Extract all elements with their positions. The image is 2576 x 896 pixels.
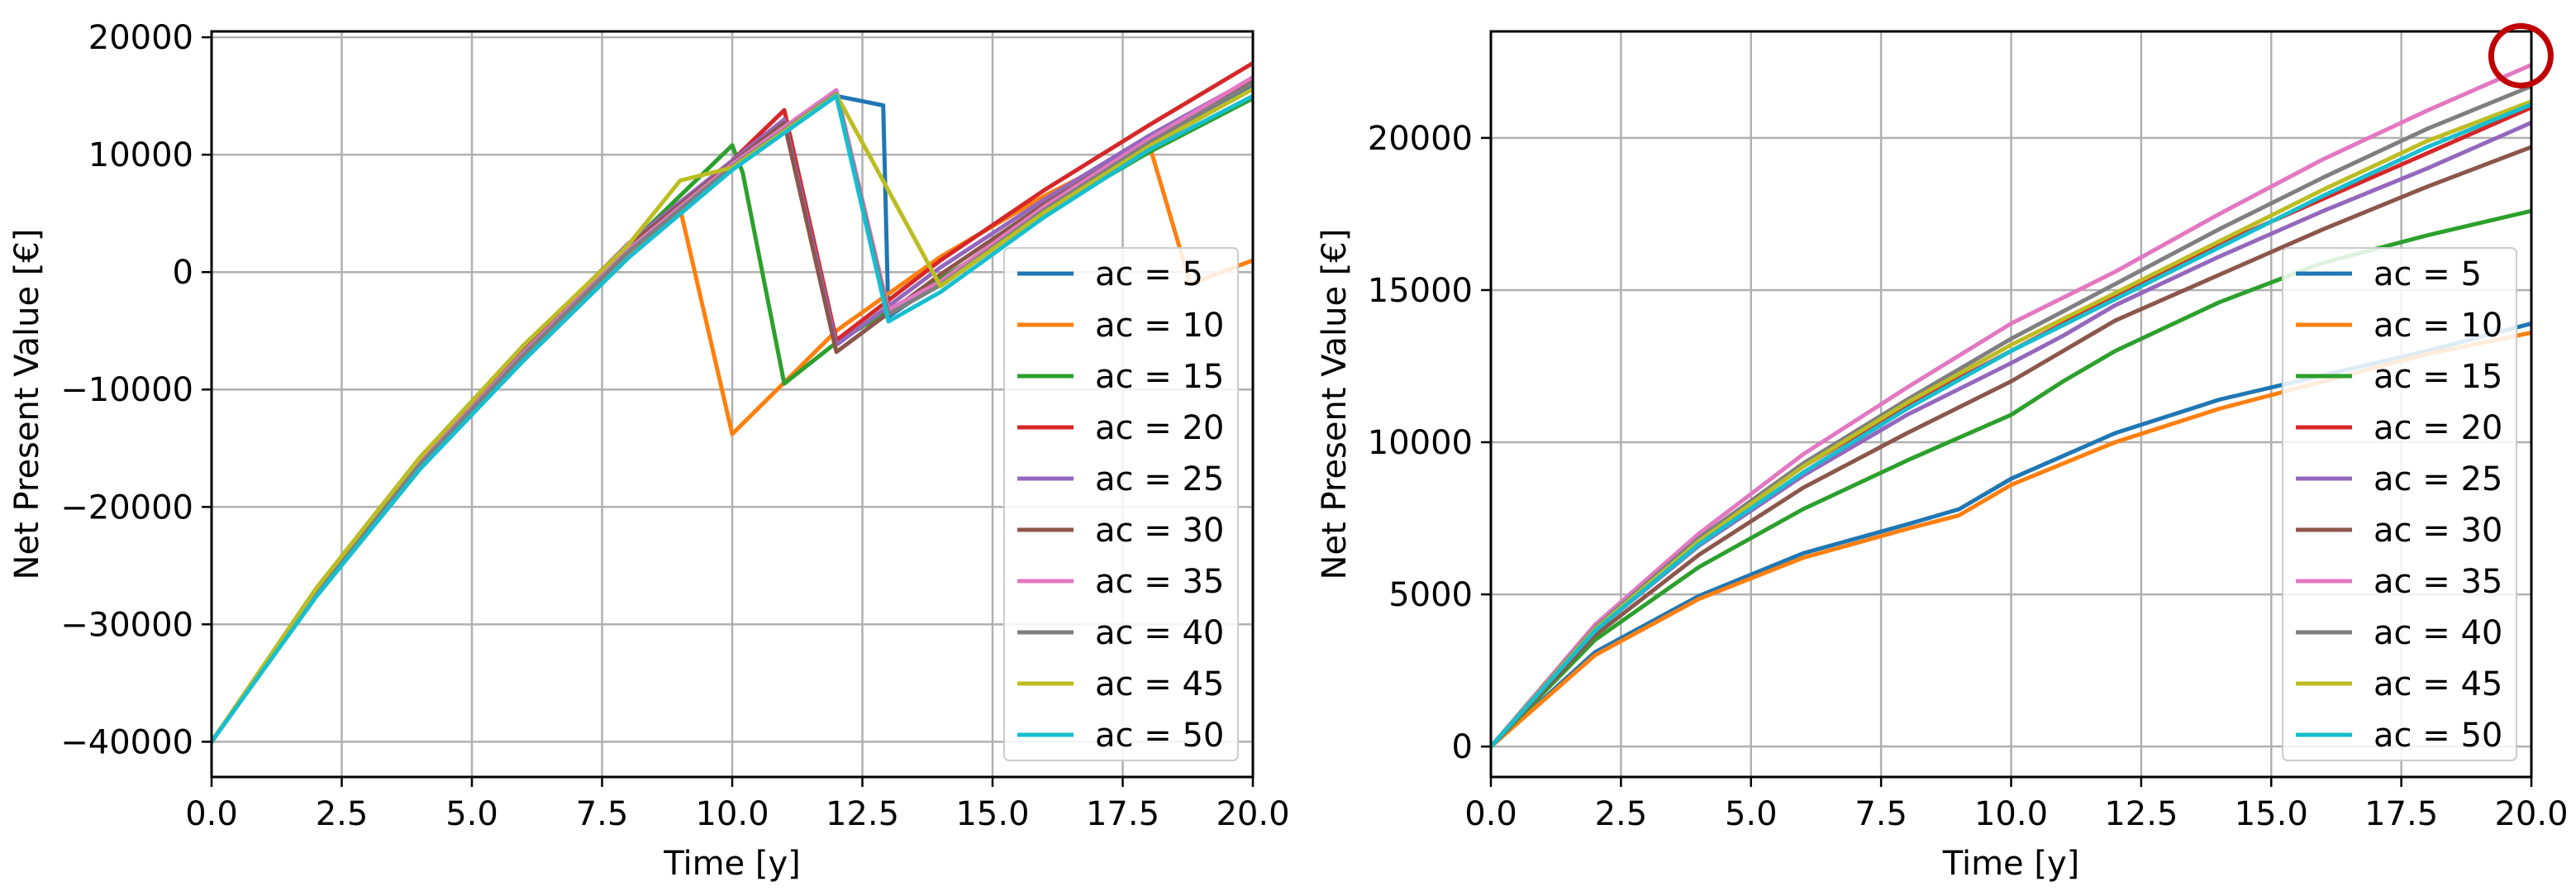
x-tick-label: 5.0 (1725, 795, 1778, 833)
highlight-circle (2488, 22, 2554, 88)
y-tick-label: −30000 (60, 606, 193, 644)
series-line-30 (1491, 145, 2531, 749)
y-axis-title: Net Present Value [€] (8, 229, 46, 580)
y-tick-label: −40000 (60, 723, 193, 761)
y-tick-label: 5000 (1388, 576, 1473, 614)
series-line-45 (212, 87, 1253, 744)
y-tick-label: 10000 (88, 136, 193, 174)
legend-label: ac = 5 (1095, 255, 1203, 293)
y-tick-label: −10000 (60, 371, 193, 409)
x-tick-label: 20.0 (2494, 795, 2568, 833)
x-tick-label: 10.0 (695, 795, 769, 833)
legend: ac = 5 ac = 10 ac = 15 ac = 20 ac = 25 ac = 3… (2282, 247, 2517, 761)
x-tick-label: 2.5 (316, 795, 369, 833)
legend-label: ac = 25 (1095, 460, 1224, 498)
x-tick-label: 12.5 (826, 795, 899, 833)
x-tick-label: 15.0 (955, 795, 1029, 833)
legend-label: ac = 35 (2374, 563, 2502, 601)
y-tick-label: 20000 (88, 19, 193, 57)
x-tick-label: 12.5 (2104, 795, 2178, 833)
series-group (212, 60, 1253, 744)
x-tick-label: 0.0 (1464, 795, 1517, 833)
y-axis-title: Net Present Value [€] (1316, 229, 1354, 580)
legend-label: ac = 20 (2374, 409, 2502, 447)
chart-right-net-present-value: 0.0 2.5 5.0 7.5 10.0 12.5 15.0 17.5 20.0 0 5000 100… (1316, 22, 2569, 883)
x-tick-label: 20.0 (1216, 795, 1289, 833)
legend-label: ac = 45 (2374, 665, 2502, 703)
legend-label: ac = 30 (2374, 512, 2502, 550)
legend-label: ac = 35 (1095, 563, 1224, 601)
y-tick-label: 20000 (1368, 120, 1473, 158)
x-tick-label: 10.0 (1974, 795, 2048, 833)
legend-label: ac = 20 (1095, 409, 1224, 447)
x-tick-label: 2.5 (1595, 795, 1648, 833)
x-tick-label: 5.0 (445, 795, 498, 833)
y-tick-label: −20000 (60, 489, 193, 527)
y-tick-label: 15000 (1368, 272, 1473, 310)
series-line-50 (212, 93, 1253, 744)
chart-left-net-present-value: 0.0 2.5 5.0 7.5 10.0 12.5 15.0 17.5 20.0 −40000 −3… (8, 19, 1290, 883)
legend-label: ac = 50 (1095, 717, 1224, 755)
x-tick-label: 0.0 (185, 795, 238, 833)
legend: ac = 5 ac = 10 ac = 15 ac = 20 ac = 25 ac = 3… (1003, 247, 1239, 761)
x-tick-label: 7.5 (576, 795, 629, 833)
legend-label: ac = 45 (1095, 665, 1224, 703)
legend-label: ac = 40 (2374, 614, 2502, 652)
legend-label: ac = 25 (2374, 460, 2502, 498)
legend-label: ac = 10 (1095, 307, 1224, 345)
x-tick-label: 17.5 (2364, 795, 2438, 833)
legend-label: ac = 40 (1095, 614, 1224, 652)
legend-label: ac = 5 (2374, 255, 2482, 293)
x-tick-label: 17.5 (1086, 795, 1159, 833)
legend-label: ac = 15 (1095, 358, 1224, 396)
x-tick-label: 15.0 (2235, 795, 2308, 833)
y-tick-label: 0 (173, 254, 193, 292)
x-axis-title: Time [y] (1942, 845, 2080, 883)
y-tick-label: 10000 (1368, 424, 1473, 462)
legend-label: ac = 10 (2374, 307, 2502, 345)
legend-label: ac = 30 (1095, 512, 1224, 550)
y-tick-label: 0 (1452, 728, 1473, 766)
series-line-35 (1491, 63, 2531, 749)
x-tick-label: 7.5 (1855, 795, 1907, 833)
series-line-50 (1491, 102, 2531, 749)
legend-label: ac = 50 (2374, 717, 2502, 755)
legend-label: ac = 15 (2374, 358, 2502, 396)
x-axis-title: Time [y] (663, 845, 801, 883)
